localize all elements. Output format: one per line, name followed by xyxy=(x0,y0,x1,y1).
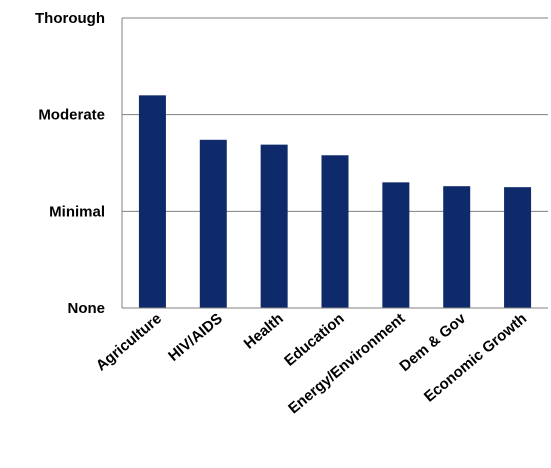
axes xyxy=(121,18,548,309)
y-tick-label: Minimal xyxy=(49,203,105,220)
x-tick-label: Economic Growth xyxy=(421,310,530,406)
x-tick-label: Health xyxy=(241,310,287,352)
x-tick-label: Energy/Environment xyxy=(285,310,408,417)
bar xyxy=(504,187,532,308)
bar xyxy=(321,155,349,308)
y-tick-label: Thorough xyxy=(35,10,105,27)
x-tick-label: Agriculture xyxy=(93,310,165,374)
bar xyxy=(260,144,288,308)
y-tick-label: Moderate xyxy=(38,107,105,124)
bar xyxy=(138,95,166,308)
y-tick-label: None xyxy=(68,300,106,317)
x-tick-label: HIV/AIDS xyxy=(165,310,226,365)
bars xyxy=(138,95,532,308)
y-tick-labels: None Minimal Moderate Thorough xyxy=(35,10,105,317)
x-tick-labels: Agriculture HIV/AIDS HealthEducationEnergy… xyxy=(93,310,530,418)
bar xyxy=(199,139,227,308)
bar xyxy=(382,182,410,308)
bar xyxy=(443,186,471,308)
